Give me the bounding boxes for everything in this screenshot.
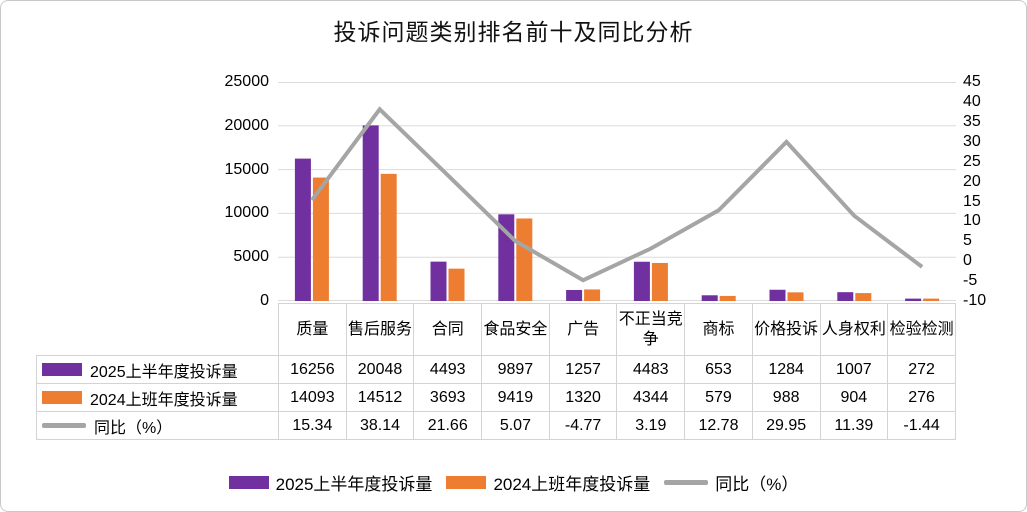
category-header: 不正当竞争 [616, 303, 686, 356]
table-cell: 29.95 [751, 411, 821, 440]
category-header: 商标 [684, 303, 753, 356]
table-cell: -1.44 [887, 411, 956, 440]
table-cell: 14093 [278, 383, 347, 412]
legend-swatch-orange-icon [446, 475, 487, 489]
legend-label: 2025上半年度投诉量 [275, 474, 433, 494]
table-cell: 988 [751, 383, 821, 412]
table-cell: 21.66 [413, 411, 483, 440]
category-header: 质量 [278, 303, 347, 356]
y-axis-tick: 25000 [224, 73, 270, 90]
table-cell: 16256 [278, 355, 347, 384]
series-row-label: 2025上半年度投诉量 [90, 363, 238, 381]
chart-legend: 2025上半年度投诉量 2024上班年度投诉量 同比（%） [1, 467, 1026, 497]
table-row-2025: 2025上半年度投诉量 16256 20048 4493 9897 1257 4… [36, 355, 956, 384]
y-axis-tick: 10 [963, 212, 981, 230]
series-swatch-2025-icon [42, 363, 82, 376]
series-row-header: 2024上班年度投诉量 [36, 383, 279, 412]
y-axis-tick: -5 [963, 272, 978, 290]
table-row-2024: 2024上班年度投诉量 14093 14512 3693 9419 1320 4… [36, 383, 956, 412]
legend-label: 同比（%） [715, 474, 799, 494]
series-row-label: 2024上班年度投诉量 [90, 391, 238, 409]
category-header: 广告 [548, 303, 618, 356]
chart-title: 投诉问题类别排名前十及同比分析 [333, 20, 694, 45]
y-axis-tick: 40 [963, 92, 981, 110]
table-cell: 3.19 [616, 411, 686, 440]
y-axis-tick: 25 [963, 152, 981, 170]
table-cell: 12.78 [684, 411, 753, 440]
table-cell: 38.14 [345, 411, 415, 440]
table-cell: 20048 [345, 355, 415, 384]
y-axis-tick: 0 [260, 292, 269, 309]
y-axis-tick: 20000 [224, 116, 270, 134]
plot-area [278, 82, 956, 301]
legend-item-2024: 2024上班年度投诉量 [446, 470, 650, 495]
y-axis-tick: 15 [963, 192, 981, 210]
table-cell: 14512 [345, 383, 415, 412]
table-cell: 11.39 [819, 411, 889, 440]
y-axis-tick: 5 [963, 232, 972, 250]
y-axis-tick: 5000 [233, 248, 269, 266]
table-cell: 9419 [481, 383, 550, 412]
table-cell: 1007 [819, 355, 889, 384]
legend-line-swatch-icon [664, 479, 709, 485]
category-header-row: 质量 售后服务 合同 食品安全 广告 不正当竞争 商标 价格投诉 人身权利 检验… [37, 303, 956, 356]
table-corner-blank [37, 304, 279, 356]
legend-label: 2024上班年度投诉量 [493, 474, 651, 494]
series-row-header: 2025上半年度投诉量 [36, 355, 279, 384]
table-cell: 4483 [616, 355, 686, 384]
table-cell: 579 [684, 383, 753, 412]
y-axis-tick: 0 [963, 252, 972, 270]
category-header: 检验检测 [887, 303, 956, 356]
category-header: 售后服务 [345, 303, 415, 356]
y-axis-tick: 30 [963, 132, 981, 150]
data-table: 质量 售后服务 合同 食品安全 广告 不正当竞争 商标 价格投诉 人身权利 检验… [36, 303, 956, 440]
table-cell: 15.34 [278, 411, 347, 440]
category-header: 价格投诉 [751, 303, 821, 356]
table-cell: 1320 [548, 383, 618, 412]
series-row-header: 同比（%） [36, 411, 279, 440]
table-cell: 4493 [413, 355, 483, 384]
table-cell: -4.77 [548, 411, 618, 440]
series-line-swatch-icon [42, 423, 86, 428]
table-cell: 904 [819, 383, 889, 412]
legend-item-2025: 2025上半年度投诉量 [228, 470, 433, 495]
table-cell: 4344 [616, 383, 686, 412]
table-cell: 276 [887, 383, 956, 412]
y-axis-tick: 35 [963, 112, 981, 130]
table-cell: 653 [684, 355, 753, 384]
legend-swatch-purple-icon [228, 475, 269, 489]
y-axis-tick: -10 [963, 292, 987, 309]
table-cell: 5.07 [481, 411, 550, 440]
category-header: 食品安全 [481, 303, 550, 356]
category-header: 人身权利 [819, 303, 889, 356]
table-cell: 3693 [413, 383, 483, 412]
table-cell: 1284 [751, 355, 821, 384]
y-axis-tick: 15000 [224, 160, 270, 178]
y-axis-tick: 10000 [224, 204, 270, 222]
category-header: 合同 [413, 303, 483, 356]
table-cell: 1257 [548, 355, 618, 384]
series-row-label: 同比（%） [94, 419, 173, 437]
table-cell: 272 [887, 355, 956, 384]
table-row-yoy: 同比（%） 15.34 38.14 21.66 5.07 -4.77 3.19 … [36, 411, 956, 440]
table-cell: 9897 [481, 355, 550, 384]
y-axis-tick: 45 [963, 73, 981, 90]
legend-item-yoy: 同比（%） [664, 470, 798, 495]
series-swatch-2024-icon [42, 391, 82, 404]
y-axis-tick: 20 [963, 172, 981, 190]
